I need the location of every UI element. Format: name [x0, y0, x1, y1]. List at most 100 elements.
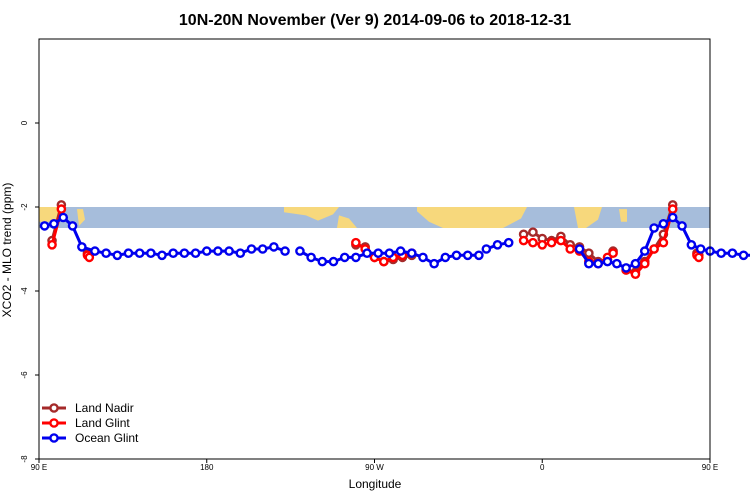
map-ocean: [39, 207, 710, 228]
series-2-point-3-8: [649, 223, 659, 233]
series-2-point-0-11: [157, 250, 167, 261]
series-2-point-3-12: [686, 239, 697, 250]
series-2-point-0-16: [213, 246, 223, 256]
series-2-point-0-19: [246, 244, 257, 254]
legend-label-1: Land Glint: [75, 416, 130, 430]
series-2-point-3-4: [612, 258, 622, 269]
series-1-point-4-4: [658, 237, 669, 248]
x-tick-label-1: 180: [200, 463, 214, 472]
series-2-point-0-13: [179, 248, 190, 258]
legend-item-0: Land Nadir: [42, 401, 134, 415]
legend-marker-2: [49, 433, 59, 443]
series-1-point-2-3: [379, 256, 389, 267]
series-2-point-0-15: [201, 246, 212, 256]
series-2-point-1-11: [418, 252, 428, 263]
x-tick-label-2: 90 W: [365, 463, 384, 472]
series-2-point-3-15: [716, 248, 726, 258]
series-2-point-3-17: [738, 250, 749, 261]
legend-label-2: Ocean Glint: [75, 431, 139, 445]
series-2-point-3-10: [667, 212, 678, 223]
series-1-point-3-0: [518, 235, 529, 246]
series-2-point-1-15: [462, 250, 473, 261]
series-1-point-3-3: [546, 237, 557, 248]
series-2-point-1-5: [351, 252, 361, 263]
series-2-point-3-1: [584, 258, 594, 269]
series-2-point-0-22: [280, 246, 290, 256]
series-1-point-4-5: [667, 204, 678, 214]
chart-title: 10N-20N November (Ver 9) 2014-09-06 to 2…: [179, 12, 571, 29]
series-1-point-0-1: [56, 204, 67, 214]
series-2-point-0-4: [77, 242, 87, 252]
map-land-3: [337, 215, 357, 228]
legend-item-1: Land Glint: [42, 416, 130, 430]
series-1-point-4-2: [639, 258, 650, 269]
series-2-point-0-18: [235, 248, 246, 258]
series-2-point-1-13: [440, 252, 451, 263]
series-2-point-0-0: [39, 221, 50, 231]
series-2-point-0-20: [257, 244, 268, 254]
series-2-point-3-9: [658, 218, 669, 229]
series-2-point-0-8: [123, 248, 134, 258]
series-2-point-0-9: [134, 248, 145, 258]
y-tick-label-3: -6: [20, 371, 29, 379]
series-2-point-1-3: [328, 256, 339, 267]
series-1-point-2-0: [351, 237, 361, 248]
series-2-point-0-17: [224, 246, 234, 256]
series-1-point-5-1: [694, 252, 704, 263]
series-2-point-0-2: [58, 212, 69, 223]
series-1-point-1-1: [84, 252, 95, 263]
legend-marker-0: [49, 403, 59, 413]
x-axis-label: Longitude: [349, 477, 402, 491]
map-land-4: [417, 207, 527, 228]
series-2-point-0-12: [168, 248, 178, 258]
series-2-point-0-1: [49, 218, 59, 229]
y-tick-label-2: -4: [20, 287, 29, 295]
series-2-point-3-11: [677, 221, 687, 231]
series-2-point-0-7: [112, 250, 123, 261]
series-1-point-0-0: [47, 239, 57, 250]
x-tick-label-4: 90 E: [702, 463, 718, 472]
map-land-5: [574, 207, 602, 228]
series-2-point-1-7: [373, 248, 384, 258]
series-2-point-1-14: [451, 250, 462, 261]
series-2-point-3-13: [695, 244, 706, 254]
series-2-point-0-14: [190, 248, 201, 258]
series-2-point-1-8: [384, 248, 395, 258]
series-2-point-1-4: [339, 252, 350, 263]
x-tick-label-3: 0: [540, 463, 545, 472]
series-2-point-3-16: [727, 248, 738, 258]
series-2-point-2-2: [503, 237, 514, 248]
series-2-point-0-3: [67, 221, 78, 231]
series-1-point-3-1: [528, 237, 538, 248]
series-2-point-3-6: [630, 258, 641, 269]
map-land-2: [284, 207, 339, 221]
series-2: [39, 212, 750, 273]
series-1-point-3-4: [556, 235, 566, 246]
x-axis: 90 E 180 90 W 0 90 E: [31, 459, 718, 472]
series-0-point-3-7: [584, 248, 594, 258]
y-tick-label-1: -2: [20, 203, 29, 211]
x-tick-label-0: 90 E: [31, 463, 47, 472]
series-2-point-1-6: [362, 248, 372, 258]
series-2-point-2-1: [492, 239, 503, 250]
series-2-point-1-9: [395, 246, 406, 256]
map-land-6: [619, 209, 627, 222]
world-map-strip: [39, 207, 710, 228]
legend-label-0: Land Nadir: [75, 401, 134, 415]
series-2-point-3-5: [621, 263, 631, 273]
series-2-point-1-16: [474, 250, 484, 261]
series-2-point-3-0: [574, 244, 585, 254]
series-2-point-1-2: [317, 256, 328, 267]
series-1-point-4-1: [630, 269, 641, 280]
map-land-1: [77, 209, 85, 226]
y-axis: 0 -2 -4 -6 -8: [20, 120, 39, 463]
series-2-point-0-5: [90, 246, 100, 256]
series-2-point-0-6: [101, 248, 111, 258]
series-2-point-3-2: [593, 258, 603, 269]
series-layer: [39, 200, 750, 280]
series-1-point-3-2: [537, 239, 548, 250]
series-1-point-4-3: [649, 244, 659, 254]
legend-item-2: Ocean Glint: [42, 431, 139, 445]
series-1-point-3-5: [565, 244, 576, 254]
